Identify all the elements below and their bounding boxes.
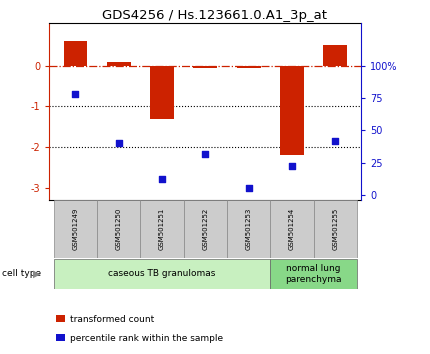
Text: GSM501250: GSM501250 [116,208,122,250]
Point [202,151,209,156]
Bar [194,66,217,68]
Text: GSM501252: GSM501252 [203,208,208,250]
FancyBboxPatch shape [54,259,270,289]
Text: ▶: ▶ [34,269,41,279]
Point [72,91,79,97]
Bar [280,66,304,155]
Bar [237,66,261,68]
Bar [150,66,174,119]
Text: caseous TB granulomas: caseous TB granulomas [108,269,216,279]
Text: normal lung
parenchyma: normal lung parenchyma [286,264,342,284]
FancyBboxPatch shape [54,200,97,258]
Text: GSM501254: GSM501254 [289,208,295,250]
FancyBboxPatch shape [270,200,313,258]
FancyBboxPatch shape [97,200,140,258]
Point [289,164,295,169]
Point [332,138,339,143]
Text: percentile rank within the sample: percentile rank within the sample [70,334,223,343]
FancyBboxPatch shape [227,200,270,258]
Bar [323,45,347,66]
Point [245,185,252,191]
Text: cell type: cell type [2,269,41,279]
Point [115,141,122,146]
Text: transformed count: transformed count [70,314,154,324]
Text: GSM501249: GSM501249 [72,208,78,250]
Text: GSM501251: GSM501251 [159,208,165,250]
FancyBboxPatch shape [184,200,227,258]
FancyBboxPatch shape [270,259,357,289]
Point [159,177,166,182]
Bar [64,41,87,66]
Text: GDS4256 / Hs.123661.0.A1_3p_at: GDS4256 / Hs.123661.0.A1_3p_at [102,9,328,22]
FancyBboxPatch shape [140,200,184,258]
FancyBboxPatch shape [313,200,357,258]
Text: GSM501253: GSM501253 [246,208,252,250]
Bar [107,62,131,66]
Text: GSM501255: GSM501255 [332,208,338,250]
